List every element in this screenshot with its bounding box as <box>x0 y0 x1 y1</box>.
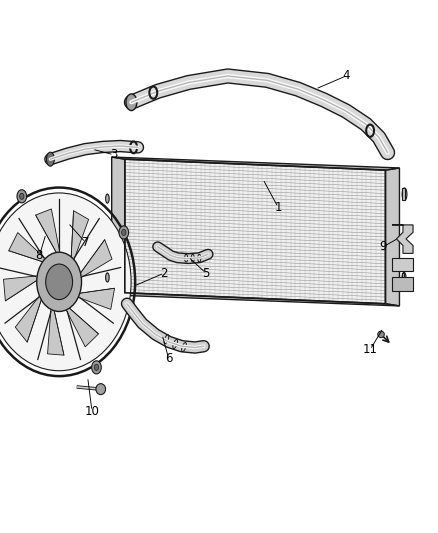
Polygon shape <box>112 157 399 170</box>
Polygon shape <box>112 157 125 295</box>
Polygon shape <box>385 168 399 306</box>
Polygon shape <box>15 288 45 342</box>
Polygon shape <box>112 293 399 306</box>
Polygon shape <box>392 278 413 290</box>
Ellipse shape <box>378 331 385 338</box>
Ellipse shape <box>402 188 407 200</box>
Polygon shape <box>71 288 115 310</box>
Ellipse shape <box>106 194 109 203</box>
Ellipse shape <box>17 190 27 203</box>
FancyBboxPatch shape <box>402 189 405 200</box>
Polygon shape <box>62 301 99 347</box>
Ellipse shape <box>0 193 131 371</box>
Text: 10: 10 <box>85 405 99 417</box>
FancyBboxPatch shape <box>402 273 404 282</box>
Polygon shape <box>125 159 385 304</box>
Text: 3: 3 <box>110 148 117 161</box>
Text: 1: 1 <box>274 201 282 214</box>
Text: 7: 7 <box>81 236 89 249</box>
Ellipse shape <box>402 272 406 282</box>
Text: 8: 8 <box>36 249 43 262</box>
Ellipse shape <box>126 94 137 110</box>
Ellipse shape <box>92 361 101 374</box>
Text: 5: 5 <box>202 266 209 280</box>
Polygon shape <box>392 225 413 253</box>
Text: 9: 9 <box>379 240 387 253</box>
Polygon shape <box>74 240 112 282</box>
Polygon shape <box>9 232 52 265</box>
Polygon shape <box>392 258 413 271</box>
Ellipse shape <box>96 384 106 394</box>
Text: 11: 11 <box>363 343 378 356</box>
Polygon shape <box>71 211 88 269</box>
Ellipse shape <box>46 264 73 300</box>
Text: 4: 4 <box>342 69 350 83</box>
Ellipse shape <box>20 193 24 199</box>
Ellipse shape <box>106 273 109 282</box>
Ellipse shape <box>122 229 126 236</box>
Polygon shape <box>35 209 62 262</box>
Ellipse shape <box>119 226 129 239</box>
Text: 2: 2 <box>160 266 168 280</box>
Ellipse shape <box>37 252 81 311</box>
Polygon shape <box>4 275 45 301</box>
Text: 6: 6 <box>165 352 173 365</box>
Ellipse shape <box>46 152 54 166</box>
Ellipse shape <box>94 364 99 370</box>
Polygon shape <box>48 299 64 355</box>
